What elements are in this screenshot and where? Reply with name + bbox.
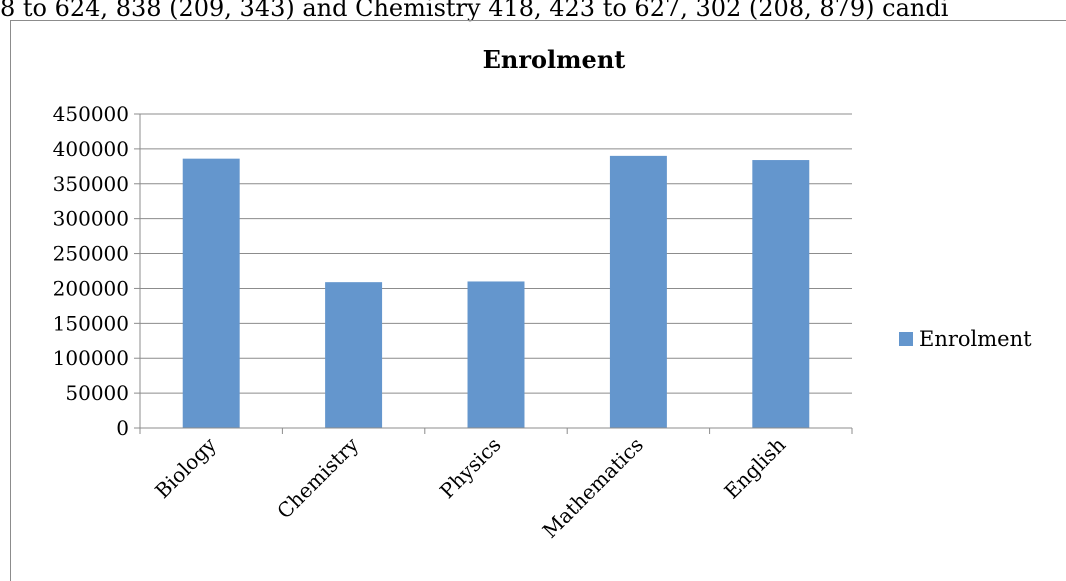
bar <box>325 282 383 428</box>
bar <box>467 281 525 428</box>
y-tick-label: 400000 <box>53 137 129 161</box>
chart-frame <box>10 20 1066 581</box>
x-category-label: Biology <box>150 432 221 503</box>
chart-title: Enrolment <box>483 45 626 74</box>
y-tick-label: 450000 <box>53 102 129 126</box>
x-category-label: Mathematics <box>538 433 648 543</box>
y-tick-label: 300000 <box>53 207 129 231</box>
y-tick-label: 50000 <box>65 381 129 405</box>
y-axis-ticks: 0 50000 100000 150000 200000 250000 300000 3500… <box>53 102 140 440</box>
x-category-label: English <box>719 432 790 503</box>
x-category-label: Physics <box>435 433 506 504</box>
y-tick-label: 0 <box>116 416 129 440</box>
x-category-label: Chemistry <box>272 432 363 523</box>
axes <box>139 114 853 434</box>
bar <box>182 158 240 428</box>
context-text-line: 8 to 624, 838 (209, 343) and Chemistry 4… <box>0 0 949 22</box>
y-tick-label: 250000 <box>53 242 129 266</box>
x-axis-categories: Biology Chemistry Physics Mathematics Englis… <box>150 432 790 543</box>
y-tick-label: 200000 <box>53 276 129 300</box>
bars <box>182 155 810 428</box>
y-tick-label: 150000 <box>53 311 129 335</box>
legend-label: Enrolment <box>919 327 1032 351</box>
bar <box>752 160 810 428</box>
gridlines <box>140 113 852 394</box>
legend: Enrolment <box>899 327 1032 351</box>
bar <box>609 155 667 428</box>
y-tick-label: 350000 <box>53 172 129 196</box>
legend-swatch <box>899 332 913 346</box>
y-tick-label: 100000 <box>53 346 129 370</box>
